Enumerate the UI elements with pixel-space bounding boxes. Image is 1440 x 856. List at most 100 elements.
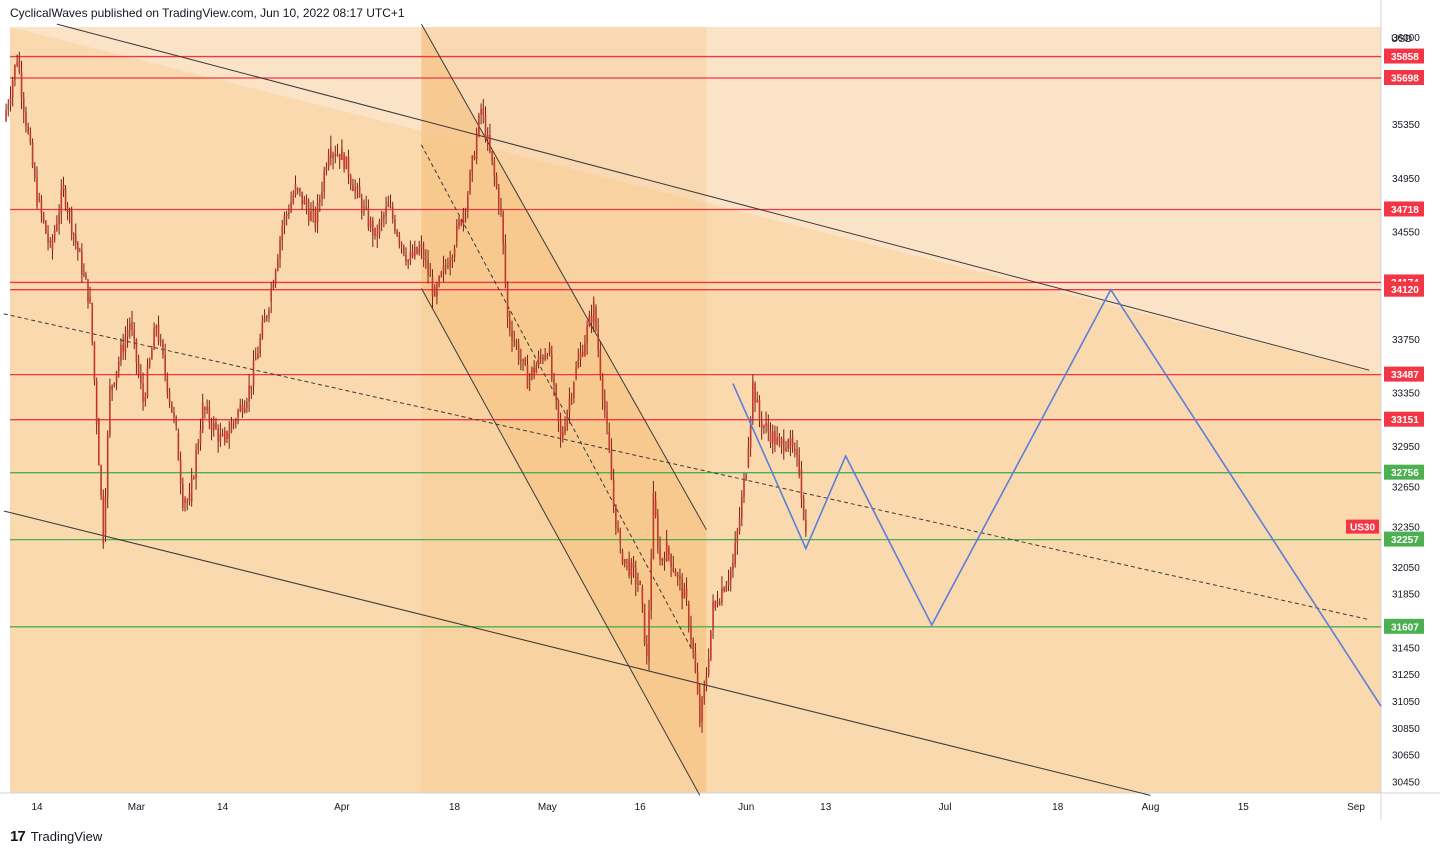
candle-body [290, 201, 292, 212]
candle-body [794, 448, 796, 451]
tradingview-logo-icon: 17 [10, 828, 26, 845]
wave-projection-line [732, 288, 1382, 707]
brand-name: TradingView [30, 829, 103, 844]
candle-body [199, 429, 202, 444]
candle-body [243, 407, 246, 413]
candle-body [559, 421, 562, 437]
candle-body [98, 419, 100, 466]
candle-body [782, 438, 785, 451]
level-badge-text: 31607 [1391, 622, 1419, 633]
candle-body [72, 233, 75, 235]
candle-body [131, 321, 133, 330]
candle-body [184, 498, 186, 503]
candle-body [394, 219, 396, 232]
candle-body [771, 431, 774, 444]
candle-body [363, 206, 365, 208]
candle-body [83, 273, 85, 275]
price-tick-label: 36000 [1392, 33, 1420, 44]
candle-body [398, 235, 401, 243]
candle-body [637, 584, 639, 586]
candle-body [40, 199, 43, 214]
candle-body [802, 498, 805, 520]
candle-body [608, 431, 611, 451]
candle-body [778, 437, 781, 440]
candle-body [151, 349, 153, 360]
candle-body [299, 188, 301, 192]
level-badge-34718 [1384, 201, 1424, 217]
candle-body [504, 244, 507, 284]
candle-body [546, 355, 549, 357]
candle-body [471, 156, 474, 172]
candle-body [734, 542, 736, 565]
candle-body [442, 265, 445, 273]
candle-body [272, 283, 275, 289]
candle-body [776, 437, 778, 445]
candle-body [438, 276, 440, 285]
level-badge-35858 [1384, 48, 1424, 64]
candle-body [805, 519, 807, 532]
candle-body [752, 380, 754, 419]
candle-body [345, 156, 348, 170]
level-badge-35698 [1384, 70, 1424, 86]
candle-body [70, 210, 73, 234]
candle-body [601, 376, 604, 400]
channel-lower-line [3, 510, 1151, 796]
candle-body [29, 132, 32, 143]
candle-body [562, 432, 564, 440]
candle-body [296, 188, 299, 190]
candle-body [62, 184, 65, 191]
price-tick-label: 31050 [1392, 697, 1420, 708]
level-badge-33151 [1384, 411, 1424, 427]
candle-body [16, 62, 18, 66]
candle-body [458, 220, 460, 226]
candle-body [621, 551, 624, 564]
candle-body [586, 326, 588, 344]
candle-body [358, 186, 361, 198]
price-tick-label: 32650 [1392, 482, 1420, 493]
candle-body [564, 426, 566, 433]
candle-body [451, 256, 454, 261]
candle-body [652, 492, 655, 559]
candle-body [66, 206, 69, 212]
candle-body [610, 450, 613, 480]
candle-body [460, 220, 463, 225]
candle-body [22, 97, 25, 112]
candle-body [226, 431, 228, 439]
candle-body [327, 155, 330, 168]
last-price-badge [1346, 519, 1379, 534]
candle-body [789, 437, 792, 449]
projection-path [732, 288, 1382, 707]
candle-body [279, 239, 281, 259]
candle-body [575, 367, 577, 379]
candle-body [270, 288, 272, 302]
candle-body [535, 365, 538, 373]
candle-body [85, 273, 87, 280]
candle-body [179, 460, 182, 485]
candle-body [288, 211, 290, 214]
time-axis: 14 Mar 14 Apr 18 May 16 Jun 13 Jul 18 Aug 15 Sep [31, 802, 1365, 813]
candle-body [182, 484, 184, 508]
candle-body [11, 80, 14, 98]
candle-body [372, 220, 374, 236]
candle-body [330, 147, 332, 158]
candle-body [140, 373, 142, 384]
candle-body [239, 404, 242, 412]
candlestick-chart[interactable]: USD 30450 30650 30850 31050 31250 31450 31850 32… [0, 0, 1440, 826]
candle-body [769, 431, 772, 444]
candle-body [60, 190, 63, 214]
candle-body [42, 213, 45, 222]
candle-body [281, 226, 284, 240]
candle-body [478, 114, 480, 136]
candle-body [405, 254, 407, 262]
candle-body [20, 72, 23, 98]
candle-body [729, 569, 732, 581]
candle-body [749, 418, 752, 448]
candle-body [407, 259, 409, 262]
candle-body [427, 260, 429, 275]
price-tick-label: 31450 [1392, 643, 1420, 654]
main-channel-fill [10, 27, 1381, 793]
candle-body [45, 221, 47, 234]
price-tick-label: 33750 [1392, 335, 1420, 346]
channel-upper-line [56, 23, 1370, 371]
candle-body [124, 337, 127, 352]
